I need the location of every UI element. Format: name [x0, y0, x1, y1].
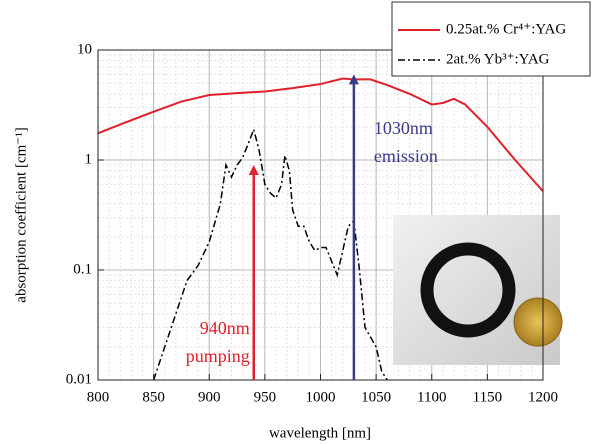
x-tick-label: 850 — [142, 389, 165, 405]
x-tick-label: 1200 — [528, 389, 558, 405]
series-line — [152, 126, 388, 381]
arrow-head — [248, 165, 259, 176]
x-tick-label: 1100 — [417, 389, 446, 405]
x-axis-label: wavelength [nm] — [269, 425, 371, 441]
annotation-text: 940nm — [200, 318, 250, 338]
coin — [513, 297, 563, 347]
x-tick-label: 1150 — [473, 389, 502, 405]
x-tick-label: 1000 — [306, 389, 336, 405]
y-tick-label: 0.1 — [73, 261, 92, 277]
arrow-head — [348, 74, 359, 85]
annotation-text: pumping — [186, 346, 250, 366]
y-tick-label: 10 — [77, 41, 92, 57]
legend-label: 2at.% Yb³⁺:YAG — [446, 51, 550, 67]
x-tick-label: 900 — [198, 389, 221, 405]
legend — [391, 1, 591, 77]
x-tick-label: 1050 — [361, 389, 391, 405]
photo-inset — [393, 215, 563, 365]
x-tick-label: 800 — [87, 389, 110, 405]
legend-label: 0.25at.% Cr⁴⁺:YAG — [446, 21, 566, 37]
x-tick-label: 950 — [254, 389, 277, 405]
annotation-text: 1030nm — [374, 118, 433, 138]
y-tick-label: 0.01 — [66, 371, 92, 387]
y-axis-label: absorption coefficient [cm⁻¹] — [13, 127, 29, 302]
annotation-text: emission — [374, 146, 438, 166]
y-tick-label: 1 — [85, 151, 93, 167]
legend-entries: 0.25at.% Cr⁴⁺:YAG 2at.% Yb³⁺:YAG — [398, 21, 566, 67]
ring — [420, 242, 516, 338]
